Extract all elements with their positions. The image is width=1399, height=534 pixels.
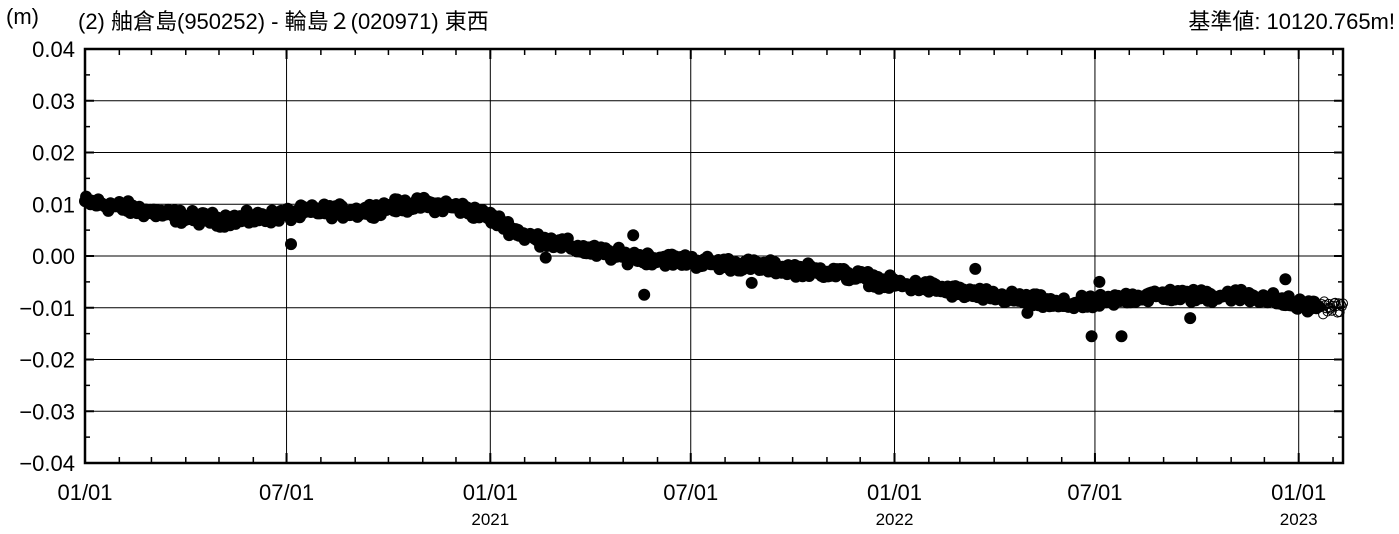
y-tick-label: 0.03 (32, 89, 75, 114)
data-points (79, 190, 1348, 343)
y-tick-label: 0.01 (32, 192, 75, 217)
tick-labels: 0.04 0.03 0.02 0.01 0.00 −0.01 −0.02 −0.03 −0.04… (19, 37, 1326, 529)
y-tick-label: 0.04 (32, 37, 75, 62)
data-point-outlier (1115, 330, 1128, 343)
x-tick-label: 01/01 (1271, 480, 1326, 505)
data-point-outlier (1021, 306, 1034, 319)
baseline-value: 基準値: 10120.765m! (1188, 9, 1395, 34)
data-point-outlier (1279, 273, 1292, 286)
data-point-outlier (1184, 312, 1197, 325)
data-point-open (1331, 301, 1342, 312)
x-tick-label: 07/01 (259, 480, 314, 505)
y-tick-label: 0.00 (32, 244, 75, 269)
x-year-label: 2023 (1280, 510, 1318, 529)
data-point-outlier (969, 262, 982, 275)
y-tick-label: −0.03 (19, 399, 75, 424)
data-point-outlier (638, 288, 651, 301)
x-year-label: 2022 (876, 510, 914, 529)
data-point-outlier (1093, 275, 1106, 288)
x-tick-label: 07/01 (1067, 480, 1122, 505)
data-point-outlier (285, 238, 297, 251)
x-year-label: 2021 (471, 510, 509, 529)
y-tick-label: −0.01 (19, 296, 75, 321)
y-tick-label: −0.04 (19, 451, 75, 476)
plot-frame (83, 47, 1345, 465)
x-tick-label: 01/01 (463, 480, 518, 505)
x-tick-label: 01/01 (867, 480, 922, 505)
chart-title: (2) 舳倉島(950252) - 輪島２(020971) 東西 (78, 9, 489, 34)
data-point-outlier (745, 276, 758, 289)
data-point-outlier (1085, 330, 1098, 343)
y-unit-label: (m) (6, 4, 39, 29)
x-tick-label: 01/01 (57, 480, 112, 505)
y-tick-label: 0.02 (32, 141, 75, 166)
y-tick-label: −0.02 (19, 348, 75, 373)
axes (83, 47, 1345, 465)
data-point-outlier (627, 229, 640, 242)
data-point-outlier (539, 251, 552, 264)
data-point-open (1335, 299, 1346, 310)
x-tick-label: 07/01 (663, 480, 718, 505)
